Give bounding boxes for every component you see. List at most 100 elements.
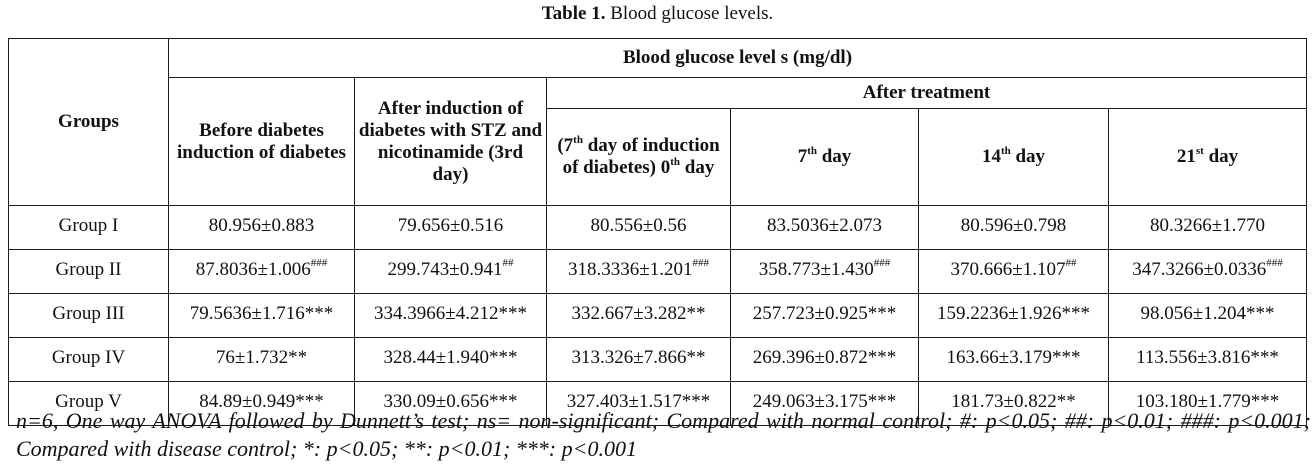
cell-value: 318.3336±1.201 [568, 258, 693, 280]
cell-value: 257.723±0.925*** [752, 302, 897, 324]
value-cell: 334.3966±4.212*** [354, 293, 547, 338]
header-blood-glucose: Blood glucose level s (mg/dl) [168, 38, 1307, 78]
value-cell: 330.09±0.656*** [354, 381, 547, 426]
header-day-7-sup: th [807, 144, 817, 157]
blood-glucose-table: Groups Blood glucose level s (mg/dl) Bef… [8, 38, 1307, 426]
header-day-21-num: 21 [1176, 146, 1196, 167]
value-cell: 76±1.732** [168, 337, 355, 382]
value-cell: 98.056±1.204*** [1108, 293, 1307, 338]
significance-mark: ### [873, 257, 891, 270]
header-day-7-num: 7 [797, 146, 808, 167]
value-cell: 347.3266±0.0336### [1108, 249, 1307, 294]
cell-value: 330.09±0.656*** [383, 390, 518, 412]
table-row: Group IV 76±1.732** 328.44±1.940*** 313.326… [8, 337, 1307, 382]
cell-value: 83.5036±2.073 [767, 214, 882, 236]
header-day-0-sup1: th [573, 133, 583, 146]
value-cell: 269.396±0.872*** [730, 337, 919, 382]
value-cell: 181.73±0.822** [918, 381, 1109, 426]
cell-value: 181.73±0.822** [951, 390, 1076, 412]
value-cell: 327.403±1.517*** [546, 381, 731, 426]
table-row: Group II 87.8036±1.006### 299.743±0.941## 3… [8, 249, 1307, 294]
value-cell: 79.656±0.516 [354, 205, 547, 250]
cell-value: 79.656±0.516 [397, 214, 504, 236]
cell-value: 80.556±0.56 [590, 214, 687, 236]
group-cell: Group II [8, 249, 169, 294]
header-day-21-sup: st [1195, 144, 1204, 157]
cell-value: 159.2236±1.926*** [937, 302, 1090, 324]
cell-value: 347.3266±0.0336 [1132, 258, 1267, 280]
table-row: Group I 80.956±0.883 79.656±0.516 80.556±0.… [8, 205, 1307, 250]
table-row: Group III 79.5636±1.716*** 334.3966±4.212*… [8, 293, 1307, 338]
table-footnote: n=6, One way ANOVA followed by Dunnett’s… [16, 408, 1311, 461]
value-cell: 80.956±0.883 [168, 205, 355, 250]
cell-value: 79.5636±1.716*** [189, 302, 334, 324]
caption-text: Blood glucose levels. [605, 3, 774, 24]
cell-value: 249.063±3.175*** [752, 390, 897, 412]
header-day-14-sup: th [1000, 144, 1011, 157]
header-day-0: (7th day of induction of diabetes) 0th d… [546, 108, 731, 206]
value-cell: 103.180±1.779*** [1108, 381, 1307, 426]
value-cell: 159.2236±1.926*** [918, 293, 1109, 338]
value-cell: 83.5036±2.073 [730, 205, 919, 250]
value-cell: 328.44±1.940*** [354, 337, 547, 382]
cell-value: 103.180±1.779*** [1135, 390, 1280, 412]
value-cell: 249.063±3.175*** [730, 381, 919, 426]
value-cell: 318.3336±1.201### [546, 249, 731, 294]
header-day-0-mid: day of induction of diabetes) 0 [562, 135, 720, 178]
significance-mark: ### [692, 257, 709, 270]
value-cell: 80.596±0.798 [918, 205, 1109, 250]
group-cell: Group V [8, 381, 169, 426]
value-cell: 84.89±0.949*** [168, 381, 355, 426]
header-before-diabetes: Before diabetes induction of diabetes [168, 77, 355, 206]
header-day-0-sup2: th [670, 155, 681, 168]
cell-value: 84.89±0.949*** [199, 390, 324, 412]
header-after-induction: After induction of diabetes with STZ and… [354, 77, 547, 206]
cell-value: 87.8036±1.006 [195, 258, 311, 280]
header-day-7: 7th day [730, 108, 919, 206]
header-day-21: 21st day [1108, 108, 1307, 206]
header-groups: Groups [8, 38, 169, 206]
cell-value: 98.056±1.204*** [1140, 302, 1275, 324]
value-cell: 87.8036±1.006### [168, 249, 355, 294]
cell-value: 163.66±3.179*** [946, 346, 1081, 368]
cell-value: 269.396±0.872*** [752, 346, 897, 368]
cell-value: 80.596±0.798 [960, 214, 1067, 236]
significance-mark: ### [310, 257, 328, 270]
value-cell: 79.5636±1.716*** [168, 293, 355, 338]
header-day-21-post: day [1203, 146, 1239, 167]
header-day-7-post: day [816, 146, 852, 167]
cell-value: 358.773±1.430 [758, 258, 874, 280]
header-after-treatment: After treatment [546, 77, 1307, 109]
table-body: Group I 80.956±0.883 79.656±0.516 80.556±0.… [8, 205, 1307, 426]
caption-label: Table 1. [541, 3, 606, 24]
value-cell: 113.556±3.816*** [1108, 337, 1307, 382]
header-day-14-post: day [1010, 146, 1046, 167]
table-row: Group V 84.89±0.949*** 330.09±0.656*** 327.… [8, 381, 1307, 426]
group-cell: Group IV [8, 337, 169, 382]
value-cell: 80.556±0.56 [546, 205, 731, 250]
cell-value: 370.666±1.107 [950, 258, 1066, 280]
cell-value: 332.667±3.282** [571, 302, 706, 324]
cell-value: 80.956±0.883 [208, 214, 315, 236]
value-cell: 257.723±0.925*** [730, 293, 919, 338]
cell-value: 328.44±1.940*** [383, 346, 518, 368]
value-cell: 313.326±7.866** [546, 337, 731, 382]
group-cell: Group I [8, 205, 169, 250]
header-day-14: 14th day [918, 108, 1109, 206]
value-cell: 370.666±1.107## [918, 249, 1109, 294]
cell-value: 327.403±1.517*** [566, 390, 711, 412]
cell-value: 76±1.732** [215, 346, 308, 368]
value-cell: 332.667±3.282** [546, 293, 731, 338]
cell-value: 113.556±3.816*** [1136, 346, 1279, 368]
significance-mark: ### [1266, 257, 1283, 270]
header-day-0-pre: (7 [557, 135, 574, 156]
value-cell: 163.66±3.179*** [918, 337, 1109, 382]
cell-value: 334.3966±4.212*** [374, 302, 527, 324]
cell-value: 313.326±7.866** [571, 346, 706, 368]
significance-mark: ## [1065, 257, 1077, 270]
header-day-14-num: 14 [981, 146, 1001, 167]
value-cell: 358.773±1.430### [730, 249, 919, 294]
header-day-0-post: day [680, 157, 715, 178]
value-cell: 80.3266±1.770 [1108, 205, 1307, 250]
group-cell: Group III [8, 293, 169, 338]
